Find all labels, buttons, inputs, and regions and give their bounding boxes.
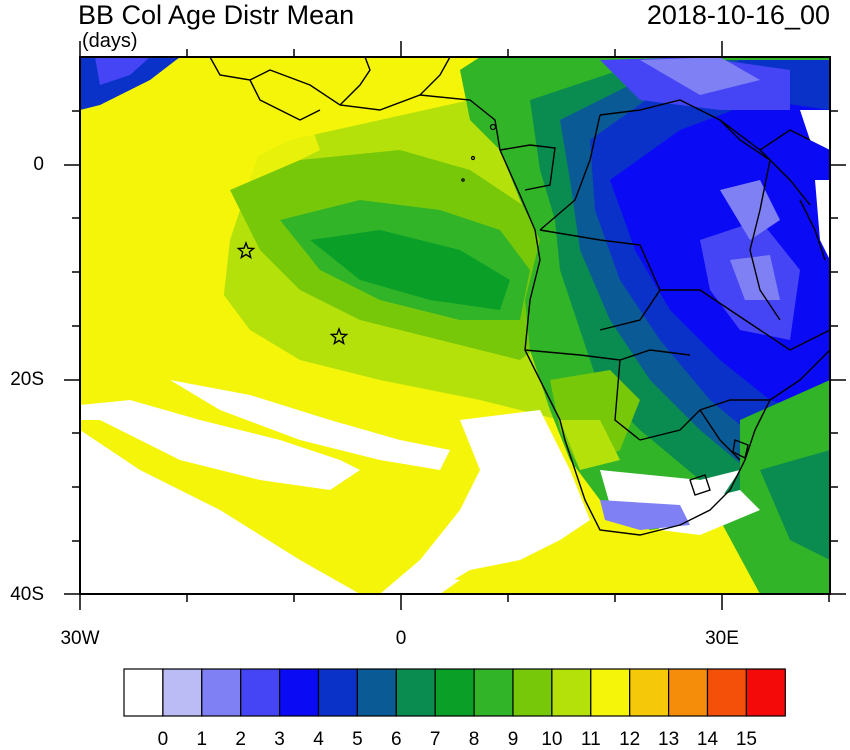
- colorbar-tick-label: 14: [696, 729, 719, 750]
- date-label: 2018-10-16_00: [646, 0, 830, 30]
- star-icon: [236, 241, 256, 260]
- lat-label-0: 0: [33, 154, 44, 175]
- colorbar-box: [201, 668, 242, 717]
- colorbar-box: [395, 668, 436, 717]
- colorbar-tick-label: 10: [541, 729, 563, 750]
- colorbar-box: [473, 668, 514, 717]
- colorbar-tick-label: 6: [391, 729, 402, 750]
- lon-label-0: 0: [395, 628, 407, 649]
- colorbar-box: [434, 668, 475, 717]
- age-field: [80, 57, 830, 594]
- site-markers: [236, 241, 349, 346]
- colorbar-box: [240, 668, 281, 717]
- colorbar-tick-label: 9: [507, 729, 519, 750]
- lat-label-20s: 20S: [10, 369, 44, 390]
- colorbar-tick-label: 2: [235, 729, 246, 750]
- colorbar-tick-label: 5: [352, 729, 363, 750]
- colorbar-box: [123, 668, 164, 717]
- colorbar-box: [590, 668, 631, 717]
- colorbar-box: [356, 668, 397, 717]
- colorbar-tick-label: 11: [580, 729, 601, 750]
- colorbar-tick-label: 13: [658, 729, 680, 750]
- lon-label-30w: 30W: [60, 628, 100, 649]
- colorbar-tick-label: 12: [619, 729, 641, 750]
- colorbar: [123, 668, 786, 717]
- colorbar-tick-label: 1: [196, 729, 208, 750]
- units-label: (days): [82, 30, 138, 52]
- lat-label-40s: 40S: [10, 584, 44, 605]
- lon-label-30e: 30E: [705, 628, 739, 649]
- colorbar-box: [512, 668, 553, 717]
- colorbar-box: [667, 668, 709, 717]
- star-icon: [329, 327, 349, 346]
- coastlines: [209, 57, 830, 536]
- colorbar-tick-label: 7: [429, 729, 441, 750]
- colorbar-box: [551, 668, 592, 717]
- colorbar-tick-label: 15: [735, 729, 757, 750]
- colorbar-tick-label: 0: [157, 729, 169, 750]
- axis-ticks: [64, 41, 846, 610]
- colorbar-box: [745, 668, 786, 717]
- colorbar-tick-label: 4: [313, 729, 324, 750]
- colorbar-box: [317, 668, 359, 717]
- colorbar-box: [162, 668, 203, 717]
- colorbar-box: [629, 668, 670, 717]
- colorbar-box: [706, 668, 748, 717]
- colorbar-tick-label: 8: [468, 729, 480, 750]
- map-title: BB Col Age Distr Mean: [78, 0, 355, 30]
- islands: [461, 123, 497, 182]
- colorbar-box: [279, 668, 320, 717]
- colorbar-tick-label: 3: [274, 729, 285, 750]
